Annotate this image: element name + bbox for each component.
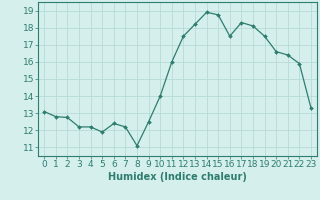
X-axis label: Humidex (Indice chaleur): Humidex (Indice chaleur) [108,172,247,182]
